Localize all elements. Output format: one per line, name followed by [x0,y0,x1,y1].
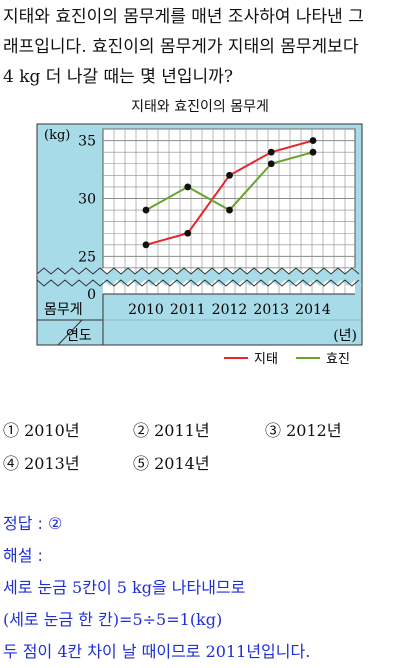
option-1-number: ① [3,421,20,440]
y-unit-label: (kg) [44,128,70,143]
data-point-series-1 [142,241,150,249]
data-point-series-1 [267,148,275,156]
question-line-2: 래프입니다. 효진이의 몸무게가 지태의 몸무게보다 [3,37,359,57]
explanation-line-3: 두 점이 4칸 차이 날 때이므로 2011년입니다. [3,642,311,661]
chart-title: 지태와 효진이의 몸무게 [131,99,269,115]
option-5-number: ⑤ [133,454,150,473]
question-line-3: 4 kg 더 나갈 때는 몇 년입니까? [3,67,233,87]
axis-break-line-bottom [36,279,360,287]
x-tick-label: 2013 [253,302,289,318]
data-point-series-2 [142,206,150,214]
x-tick-label: 2010 [128,302,164,318]
x-tick-label: 2012 [212,302,248,318]
option-4[interactable]: ④ 2013년 [3,450,80,474]
explanation-heading: 해설 : [3,546,43,565]
option-1[interactable]: ① 2010년 [3,417,80,441]
corner-label-top: 몸무게 [44,302,83,318]
option-4-label: 2013년 [24,454,80,473]
option-3-number: ③ [265,421,282,440]
answer-line: 정답 : ② [3,514,63,533]
y-tick-label: 25 [78,249,96,265]
option-2-number: ② [133,421,150,440]
legend-label-1: 지태 [254,352,278,367]
data-point-series-2 [184,183,192,191]
option-3-label: 2012년 [286,421,342,440]
y-tick-label: 35 [78,134,96,150]
axis-break-line-top [36,267,360,275]
x-unit-label: (년) [333,328,357,344]
data-point-series-2 [267,160,275,168]
option-3[interactable]: ③ 2012년 [265,417,342,441]
data-point-series-1 [226,171,233,179]
answer-explanation: 정답 : ② 해설 : 세로 눈금 5칸이 5 kg을 나타내므로 (세로 눈금… [3,508,397,668]
explanation-line-1: 세로 눈금 5칸이 5 kg을 나타내므로 [3,578,246,597]
data-point-series-1 [309,137,317,144]
option-5-label: 2014년 [154,454,210,473]
data-point-series-2 [226,206,233,214]
y-tick-label: 30 [78,192,96,208]
question-line-1: 지태와 효진이의 몸무게를 매년 조사하여 나타낸 그 [3,7,364,27]
option-2[interactable]: ② 2011년 [133,417,210,441]
data-point-series-1 [184,229,192,237]
legend-label-2: 효진 [326,352,350,367]
x-tick-label: 2011 [170,302,206,318]
axis-break-band [37,268,362,286]
option-2-label: 2011년 [154,421,210,440]
question-text: 지태와 효진이의 몸무게를 매년 조사하여 나타낸 그 래프입니다. 효진이의 … [3,2,397,92]
corner-label-bottom: 연도 [66,328,92,344]
option-5[interactable]: ⑤ 2014년 [133,450,210,474]
explanation-line-2: (세로 눈금 한 칸)=5÷5=1(kg) [3,610,223,629]
option-1-label: 2010년 [24,421,80,440]
y-tick-label: 0 [87,287,96,303]
data-point-series-2 [309,148,317,156]
x-tick-label: 2014 [295,302,331,318]
option-4-number: ④ [3,454,20,473]
corner-diagonal [57,319,83,346]
